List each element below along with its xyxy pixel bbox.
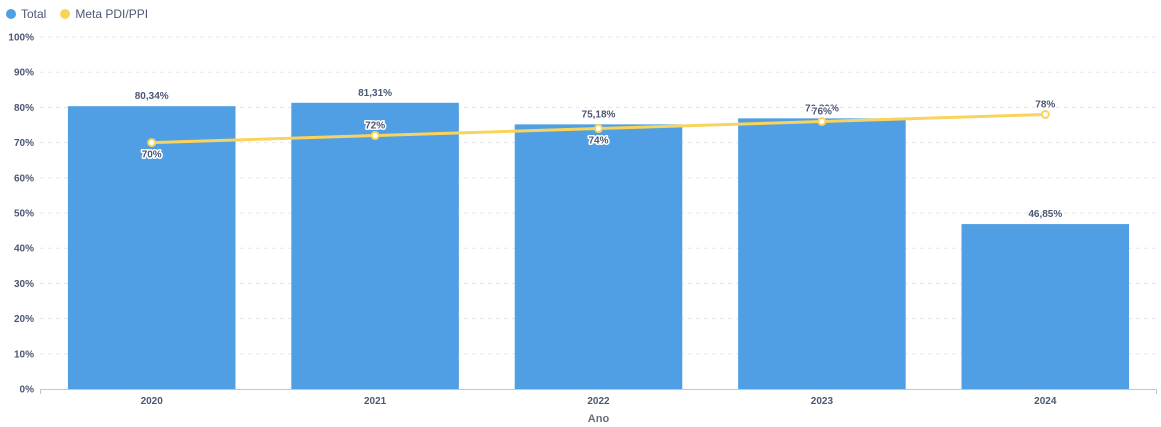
bar-total-2023[interactable] (738, 118, 906, 389)
meta-value-label: 72% (365, 121, 385, 132)
legend-item-meta[interactable]: Meta PDI/PPI (60, 7, 148, 21)
x-axis-title: Ano (588, 413, 610, 425)
bar-total-2020[interactable] (67, 106, 236, 390)
meta-value-label: 70% (142, 150, 162, 161)
legend-total-label: Total (21, 7, 47, 21)
legend-meta-dot-icon (60, 9, 71, 19)
x-tick-label: 2023 (811, 396, 834, 407)
meta-point-2022[interactable] (594, 124, 603, 134)
y-axis: 0% 10% 20% 30% 40% 50% 60% 70% 80% 90% 100% (8, 33, 34, 396)
y-tick-label: 10% (14, 349, 34, 360)
legend-item-total[interactable]: Total (6, 7, 46, 21)
x-tick-label: 2020 (141, 396, 164, 407)
meta-point-2024[interactable] (1040, 109, 1050, 119)
y-tick-label: 0% (20, 385, 35, 396)
bar-value-label: 80,34% (135, 91, 169, 102)
meta-point-2023[interactable] (817, 116, 827, 126)
y-tick-label: 20% (14, 314, 34, 325)
x-tick-label: 2021 (364, 396, 387, 407)
chart-legend: Total Meta PDI/PPI (6, 6, 148, 22)
meta-point-2020[interactable] (147, 138, 157, 148)
meta-value-label: 78% (1035, 99, 1055, 110)
y-tick-label: 30% (14, 279, 34, 290)
bar-total-2022[interactable] (514, 124, 683, 390)
meta-value-label: 76% (812, 106, 832, 117)
bar-value-label: 76,89% (805, 103, 839, 114)
y-tick-label: 60% (14, 173, 34, 184)
bar-value-label: 46,85% (1028, 209, 1062, 220)
x-tick-label: 2022 (587, 396, 610, 407)
bar-series-total: 80,34% 81,31% 75,18% 76,89% 46,85% (67, 88, 1130, 390)
x-axis: 2020 2021 2022 2023 2024 (40, 389, 1157, 407)
x-tick-label: 2024 (1034, 396, 1057, 407)
bar-total-2024[interactable] (961, 224, 1130, 389)
y-tick-label: 40% (14, 244, 34, 255)
line-series-meta: 70% 72% 74% 76% 78% (140, 98, 1057, 162)
legend-meta-label: Meta PDI/PPI (75, 7, 149, 21)
y-tick-label: 70% (14, 138, 34, 149)
y-tick-label: 100% (8, 33, 34, 44)
meta-point-2021[interactable] (370, 131, 380, 141)
bar-value-label: 75,18% (582, 109, 616, 120)
bar-value-label: 81,31% (358, 88, 392, 99)
bar-total-2021[interactable] (291, 102, 459, 389)
y-tick-label: 80% (14, 103, 34, 114)
y-tick-label: 50% (14, 209, 34, 220)
meta-value-label: 74% (588, 136, 608, 147)
legend-total-dot-icon (6, 9, 16, 19)
y-tick-label: 90% (14, 68, 34, 79)
